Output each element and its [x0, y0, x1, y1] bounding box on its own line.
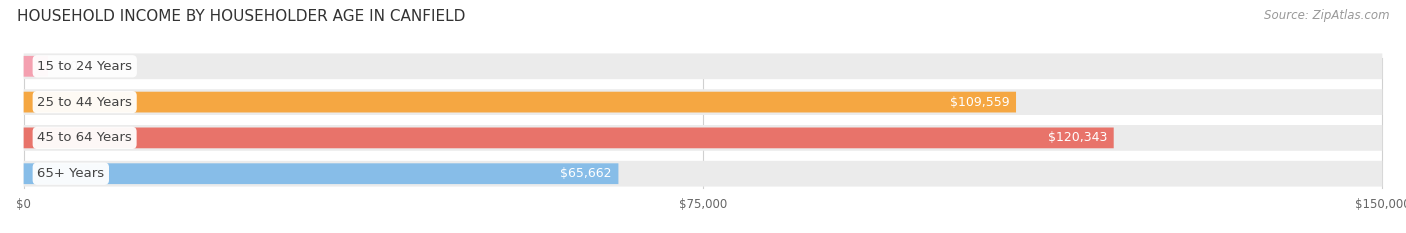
Text: $0: $0 [62, 60, 77, 73]
Text: 45 to 64 Years: 45 to 64 Years [37, 131, 132, 144]
FancyBboxPatch shape [24, 161, 1382, 187]
Text: 25 to 44 Years: 25 to 44 Years [37, 96, 132, 109]
FancyBboxPatch shape [24, 92, 1017, 113]
Text: $120,343: $120,343 [1047, 131, 1107, 144]
Text: 15 to 24 Years: 15 to 24 Years [37, 60, 132, 73]
FancyBboxPatch shape [24, 127, 1114, 148]
FancyBboxPatch shape [24, 56, 48, 77]
Text: $109,559: $109,559 [949, 96, 1010, 109]
FancyBboxPatch shape [24, 163, 619, 184]
Text: HOUSEHOLD INCOME BY HOUSEHOLDER AGE IN CANFIELD: HOUSEHOLD INCOME BY HOUSEHOLDER AGE IN C… [17, 9, 465, 24]
FancyBboxPatch shape [24, 89, 1382, 115]
Text: $65,662: $65,662 [560, 167, 612, 180]
Text: 65+ Years: 65+ Years [37, 167, 104, 180]
FancyBboxPatch shape [24, 125, 1382, 151]
FancyBboxPatch shape [24, 53, 1382, 79]
Text: Source: ZipAtlas.com: Source: ZipAtlas.com [1264, 9, 1389, 22]
